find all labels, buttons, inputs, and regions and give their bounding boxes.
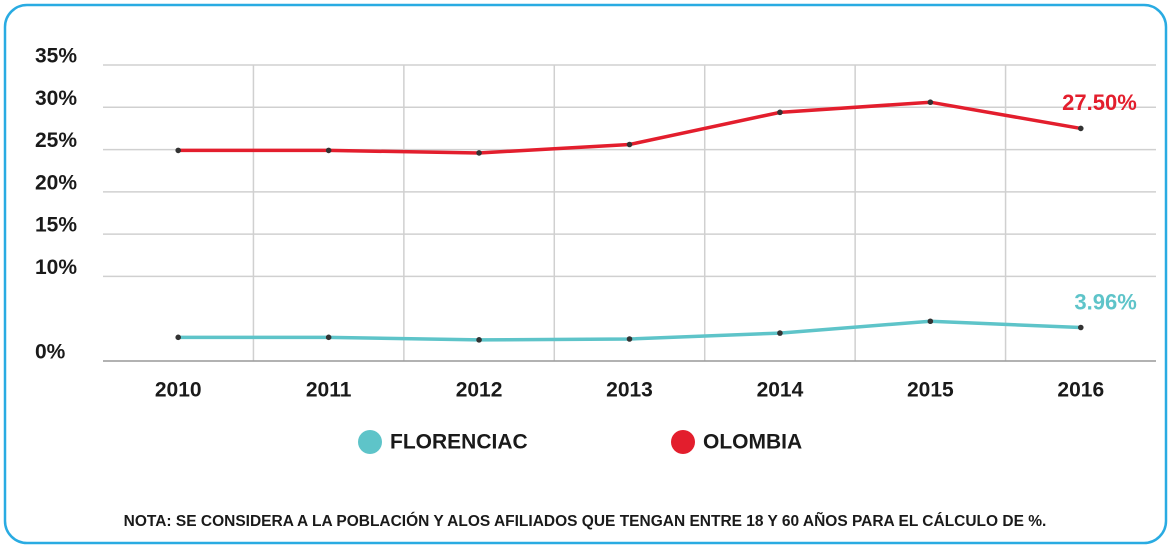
y-tick-label: 0%: [35, 341, 66, 364]
point: [777, 109, 783, 116]
x-tick-label: 2016: [1057, 379, 1104, 402]
y-tick-label: 35%: [35, 45, 77, 68]
note: NOTA: SE CONSIDERA A LA POBLACIÓN Y ALOS…: [124, 512, 1047, 530]
point: [325, 334, 332, 341]
x-tick-label: 2014: [757, 379, 804, 402]
point: [175, 334, 182, 341]
x-tick-label: 2013: [606, 379, 653, 402]
legend-label: OLOMBIA: [703, 431, 802, 454]
data-label: 27.50%: [1062, 90, 1137, 115]
point: [777, 330, 783, 336]
y-tick-label: 10%: [35, 256, 77, 279]
frame: [3, 3, 1168, 545]
y-tick-label: 25%: [35, 129, 77, 152]
x-tick-label: 2010: [155, 379, 202, 402]
point: [927, 318, 934, 325]
point: [476, 150, 482, 156]
point: [626, 141, 633, 148]
legend-swatch: [358, 430, 382, 454]
point: [325, 147, 332, 154]
point: [476, 337, 482, 343]
legend-swatch: [671, 430, 695, 454]
legend-label: FLORENCIAC: [390, 431, 528, 454]
y-tick-label: 20%: [35, 171, 77, 194]
point: [1077, 125, 1084, 132]
point: [927, 99, 934, 106]
point: [175, 147, 182, 154]
y-tick-label: 30%: [35, 87, 77, 110]
x-tick-label: 2015: [907, 379, 954, 402]
x-tick-label: 2011: [306, 379, 352, 402]
y-tick-label: 15%: [35, 214, 77, 237]
point: [1077, 324, 1084, 331]
x-tick-label: 2012: [456, 379, 503, 402]
point: [626, 336, 633, 342]
data-label: 3.96%: [1074, 289, 1136, 314]
